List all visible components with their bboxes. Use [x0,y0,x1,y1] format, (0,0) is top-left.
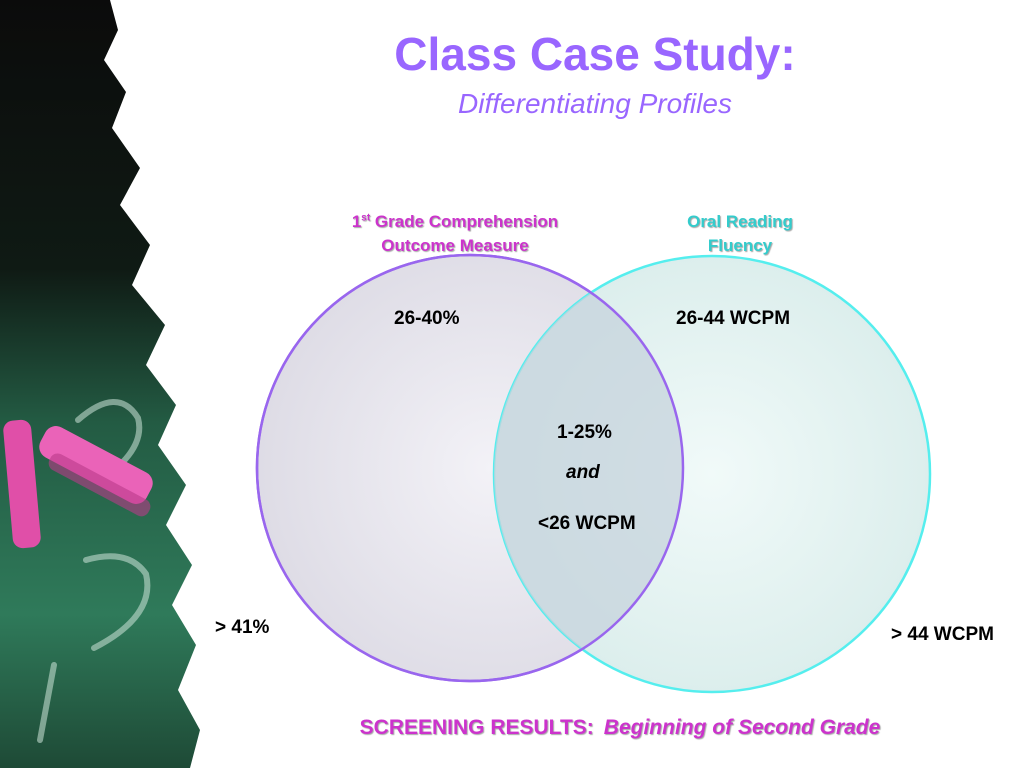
left-circle-label: 1st Grade Comprehension Outcome Measure [351,212,559,255]
slide-title: Class Case Study: [394,28,796,80]
overlap-wcpm: <26 WCPM [538,513,636,534]
venn-overlap [494,256,683,681]
outside-left-value: > 41% [215,617,270,638]
slide-subtitle: Differentiating Profiles [458,88,732,119]
left-only-range: 26-40% [394,308,460,329]
footer-label: SCREENING RESULTS: [359,716,594,739]
overlap-connector: and [566,462,600,483]
right-circle-label: Oral Reading Fluency [687,212,793,255]
overlap-percent: 1-25% [557,422,612,443]
chalkboard-shape [0,0,200,768]
chalk-scribbles [37,399,151,743]
outside-right-value: > 44 WCPM [891,624,994,645]
chalkboard-decoration [0,0,200,768]
pink-chalk-icon [3,419,153,549]
venn-circle-left-outline [255,253,685,683]
right-only-range: 26-44 WCPM [676,308,791,329]
footer-detail: Beginning of Second Grade [603,716,881,739]
footer-caption: SCREENING RESULTS: Beginning of Second Gr… [240,716,1000,740]
